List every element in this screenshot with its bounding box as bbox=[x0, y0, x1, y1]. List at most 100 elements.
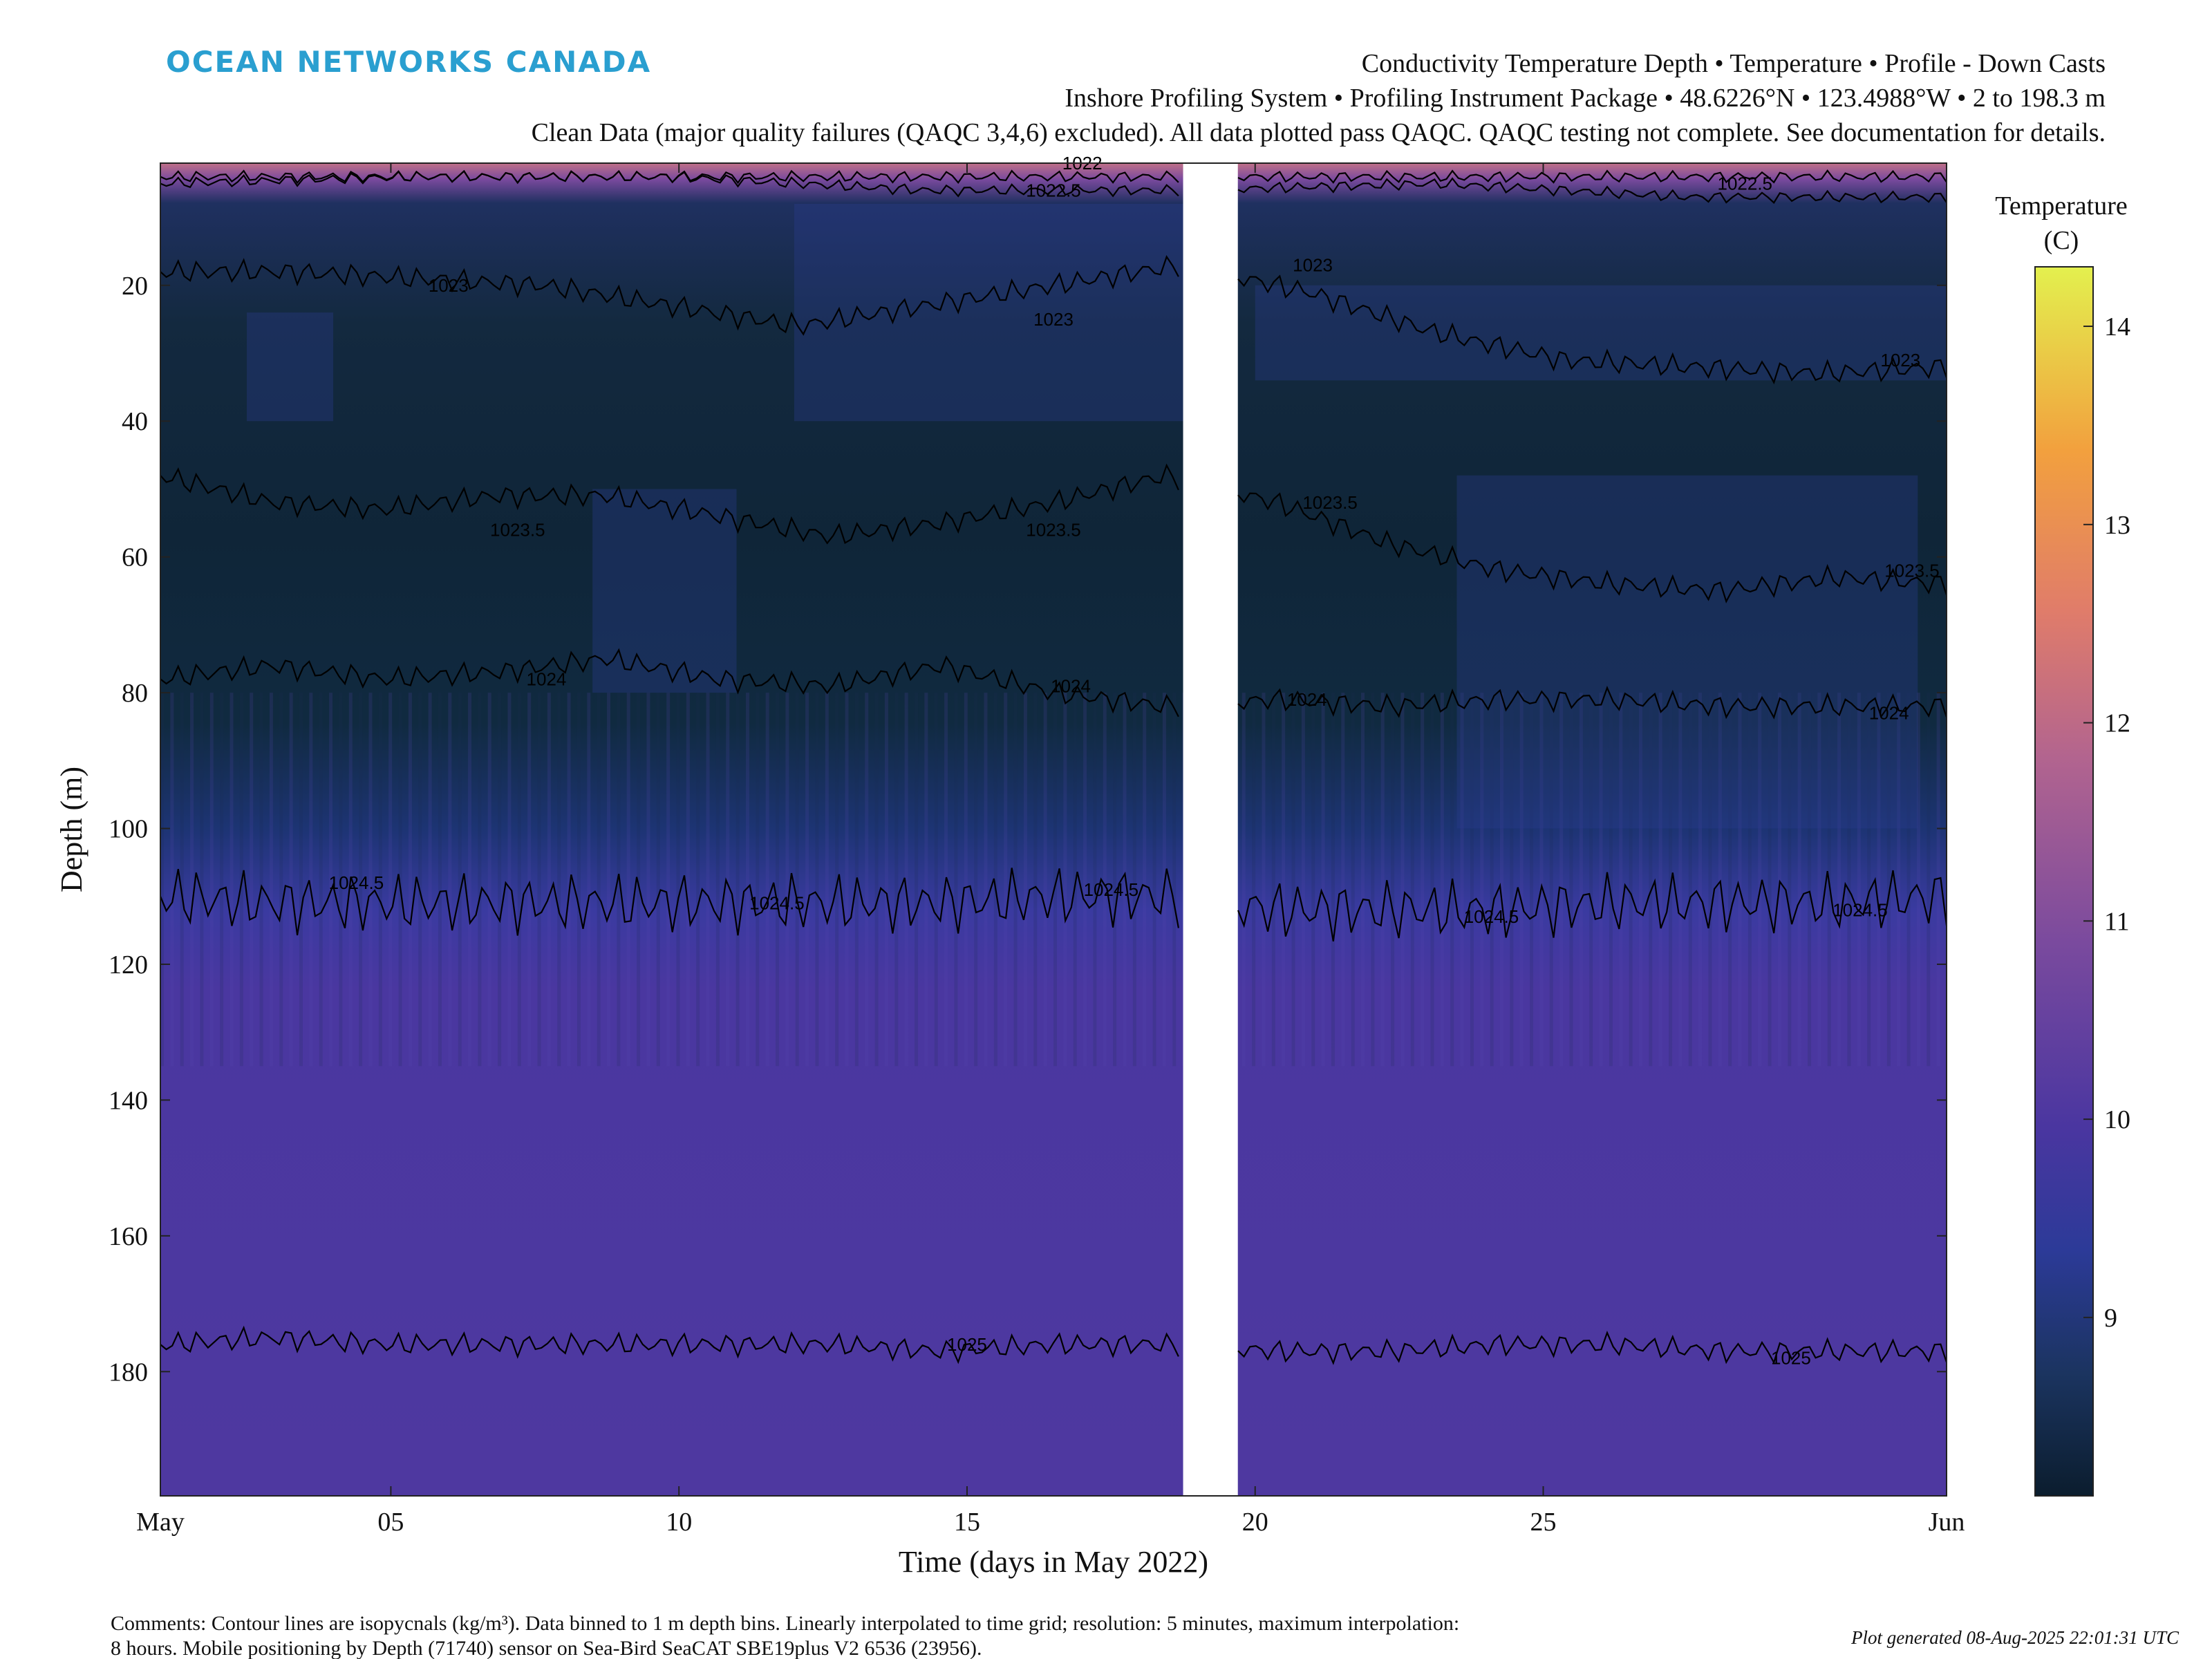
texture-streak bbox=[1797, 693, 1801, 1067]
comments-line-2: 8 hours. Mobile positioning by Depth (71… bbox=[111, 1637, 982, 1659]
texture-streak bbox=[1510, 693, 1514, 1067]
texture-streak bbox=[229, 693, 234, 1067]
colorbar-tick-label: 11 bbox=[2104, 907, 2130, 936]
texture-streak bbox=[378, 693, 382, 1067]
texture-streak bbox=[1430, 693, 1434, 1067]
texture-streak bbox=[1013, 693, 1018, 1067]
colorbar-tick-label: 10 bbox=[2104, 1105, 2130, 1134]
texture-streak bbox=[884, 693, 888, 1067]
x-tick-label: 05 bbox=[377, 1508, 404, 1537]
isopycnal-label: 1024.5 bbox=[749, 893, 805, 914]
texture-streak bbox=[686, 693, 690, 1067]
texture-streak bbox=[1073, 693, 1077, 1067]
texture-streak bbox=[1718, 693, 1722, 1067]
texture-streak bbox=[1271, 693, 1275, 1067]
y-tick-label: 80 bbox=[122, 679, 148, 708]
texture-streak bbox=[1440, 693, 1444, 1067]
texture-streak bbox=[1341, 693, 1345, 1067]
texture-streak bbox=[696, 693, 700, 1067]
texture-streak bbox=[1311, 693, 1315, 1067]
texture-streak bbox=[1589, 693, 1593, 1067]
texture-streak bbox=[269, 693, 273, 1067]
texture-streak bbox=[1708, 693, 1712, 1067]
texture-streak bbox=[1480, 693, 1484, 1067]
texture-streak bbox=[1768, 693, 1772, 1067]
isopycnal-line bbox=[1237, 169, 1947, 184]
texture-streak bbox=[676, 693, 680, 1067]
texture-streak bbox=[1599, 693, 1603, 1067]
colorbar-scale bbox=[2034, 266, 2094, 1497]
texture-streak bbox=[567, 693, 571, 1067]
texture-streak bbox=[170, 693, 174, 1067]
texture-streak bbox=[319, 693, 323, 1067]
texture-streak bbox=[259, 693, 263, 1067]
isopycnal-label: 1024 bbox=[1051, 675, 1091, 696]
texture-streak bbox=[279, 693, 283, 1067]
texture-streak bbox=[388, 693, 393, 1067]
texture-streak bbox=[1579, 693, 1583, 1067]
texture-streak bbox=[1262, 693, 1266, 1067]
texture-streak bbox=[1539, 693, 1544, 1067]
texture-streak bbox=[1500, 693, 1503, 1067]
isopycnal-label: 1024 bbox=[1869, 703, 1909, 724]
texture-streak bbox=[1241, 693, 1246, 1067]
isopycnal-label: 1023.5 bbox=[1884, 560, 1940, 581]
texture-streak bbox=[1143, 693, 1147, 1067]
texture-streak bbox=[1758, 693, 1762, 1067]
texture-streak bbox=[498, 693, 502, 1067]
texture-streak bbox=[220, 693, 224, 1067]
isopycnal-line bbox=[160, 648, 1179, 718]
isopycnal-label: 1023 bbox=[1293, 254, 1333, 275]
texture-streak bbox=[1877, 693, 1881, 1067]
texture-patch bbox=[1456, 475, 1918, 829]
colorbar-ticks: 9 10 11 12 13 14 bbox=[2083, 312, 2130, 1333]
x-tick-label: 20 bbox=[1242, 1508, 1268, 1537]
texture-streak bbox=[329, 693, 333, 1067]
texture-streak bbox=[1004, 693, 1008, 1067]
texture-streak bbox=[1470, 693, 1474, 1067]
texture-streak bbox=[507, 693, 512, 1067]
isopycnal-label: 1025 bbox=[1771, 1348, 1811, 1369]
texture-streak bbox=[1400, 693, 1405, 1067]
texture-streak bbox=[1113, 693, 1117, 1067]
texture-streak bbox=[587, 693, 591, 1067]
texture-streak bbox=[795, 693, 799, 1067]
texture-streak bbox=[1788, 693, 1792, 1067]
texture-streak bbox=[1063, 693, 1067, 1067]
texture-streak bbox=[1609, 693, 1613, 1067]
texture-streak bbox=[1421, 693, 1425, 1067]
texture-streak bbox=[1738, 693, 1742, 1067]
texture-streak bbox=[299, 693, 303, 1067]
texture-streak bbox=[537, 693, 541, 1067]
texture-streak bbox=[1519, 693, 1524, 1067]
isopycnal-line bbox=[1237, 1330, 1948, 1365]
texture-streak bbox=[1033, 693, 1038, 1067]
texture-streak bbox=[845, 693, 849, 1067]
texture-streak bbox=[160, 693, 164, 1067]
isopycnal-label: 1022.5 bbox=[1717, 173, 1772, 194]
texture-streak bbox=[1103, 693, 1107, 1067]
isopycnal-label: 1023 bbox=[429, 275, 469, 296]
colorbar-tick-label: 13 bbox=[2104, 511, 2130, 540]
texture-streak bbox=[785, 693, 789, 1067]
texture-streak bbox=[1927, 693, 1931, 1067]
texture-streak bbox=[368, 693, 373, 1067]
isopycnal-label: 1024.5 bbox=[1084, 879, 1139, 900]
x-tick-label: 25 bbox=[1530, 1508, 1557, 1537]
texture-streak bbox=[1559, 693, 1564, 1067]
texture-streak bbox=[934, 693, 938, 1067]
texture-streak bbox=[984, 693, 988, 1067]
texture-streak bbox=[993, 693, 997, 1067]
texture-streak bbox=[1747, 693, 1752, 1067]
isopycnal-label: 1024.5 bbox=[1833, 899, 1888, 920]
colorbar-title-line-1: Temperature bbox=[1995, 191, 2127, 221]
isopycnal-label: 1023 bbox=[1033, 309, 1074, 330]
texture-streak bbox=[666, 693, 671, 1067]
texture-streak bbox=[1847, 693, 1851, 1067]
texture-streak bbox=[974, 693, 978, 1067]
texture-streak bbox=[646, 693, 650, 1067]
texture-streak bbox=[964, 693, 968, 1067]
texture-streak bbox=[1619, 693, 1623, 1067]
texture-streak bbox=[1678, 693, 1683, 1067]
